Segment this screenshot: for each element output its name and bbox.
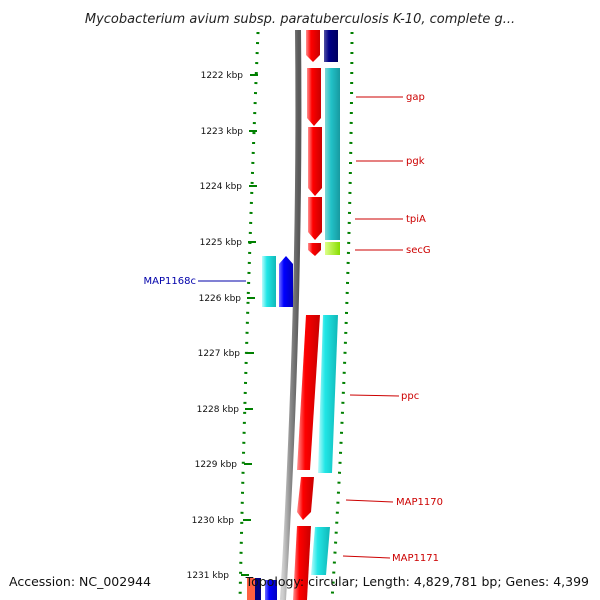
- gene-label-secG[interactable]: secG: [406, 245, 431, 256]
- map-title: Mycobacterium avium subsp. paratuberculo…: [85, 12, 515, 27]
- scale-label: 1228 kbp: [197, 405, 240, 415]
- gene-block-partial[interactable]: [265, 580, 277, 600]
- scale-label: 1224 kbp: [200, 182, 243, 192]
- leader-line-MAP1170: [345, 499, 394, 503]
- gene-block-partial[interactable]: [247, 578, 255, 600]
- gene-arrow-gap[interactable]: [307, 68, 321, 126]
- leader-line-ppc: [349, 394, 400, 397]
- scale-label: 1229 kbp: [195, 460, 238, 470]
- gene-arrow-ppc[interactable]: [297, 315, 320, 470]
- outer-ruler-dots: [330, 31, 354, 600]
- scale-label: 1225 kbp: [200, 238, 243, 248]
- gene-label-MAP1171[interactable]: MAP1171: [392, 553, 439, 564]
- gene-arrow-MAP1171[interactable]: [293, 526, 311, 600]
- cog-bar-cyan: [318, 315, 338, 473]
- gene-arrow-MAP1168c[interactable]: [279, 256, 293, 307]
- scale-labels: 1222 kbp 1223 kbp 1224 kbp 1225 kbp 1226…: [187, 71, 244, 581]
- scale-label: 1230 kbp: [192, 516, 235, 526]
- accession-text: Accession: NC_002944: [9, 574, 151, 589]
- scale-label: 1223 kbp: [201, 127, 244, 137]
- scale-label: 1231 kbp: [187, 571, 230, 581]
- scale-label: 1227 kbp: [198, 349, 241, 359]
- gene-label-pgk[interactable]: pgk: [406, 156, 425, 167]
- leader-line-MAP1171: [342, 555, 391, 559]
- gene-arrow-tpiA[interactable]: [308, 197, 322, 240]
- scale-label: 1226 kbp: [199, 294, 242, 304]
- gene-arrow-pgk[interactable]: [308, 127, 322, 196]
- cog-bar-lime: [325, 242, 340, 255]
- gene-arrow-forward[interactable]: [306, 30, 320, 62]
- inner-ruler-dots: [238, 31, 260, 600]
- cog-bar-cyan: [311, 527, 330, 575]
- summary-text: Topology: circular; Length: 4,829,781 bp…: [245, 574, 589, 589]
- cog-bar-teal: [325, 68, 340, 240]
- cog-bar-cyan: [262, 256, 276, 307]
- gene-label-tpiA[interactable]: tpiA: [406, 214, 426, 225]
- scale-ticks: [241, 74, 258, 576]
- cog-bar-navy: [324, 30, 338, 62]
- gene-block-partial[interactable]: [255, 578, 261, 600]
- gene-arrow-secG[interactable]: [308, 243, 321, 256]
- gene-label-ppc[interactable]: ppc: [401, 391, 419, 402]
- gene-label-MAP1168c[interactable]: MAP1168c: [144, 276, 196, 287]
- gene-arrow-MAP1170[interactable]: [297, 477, 314, 520]
- gene-label-gap[interactable]: gap: [406, 92, 425, 103]
- gene-label-MAP1170[interactable]: MAP1170: [396, 497, 443, 508]
- backbone-ring: [280, 29, 302, 600]
- scale-label: 1222 kbp: [201, 71, 244, 81]
